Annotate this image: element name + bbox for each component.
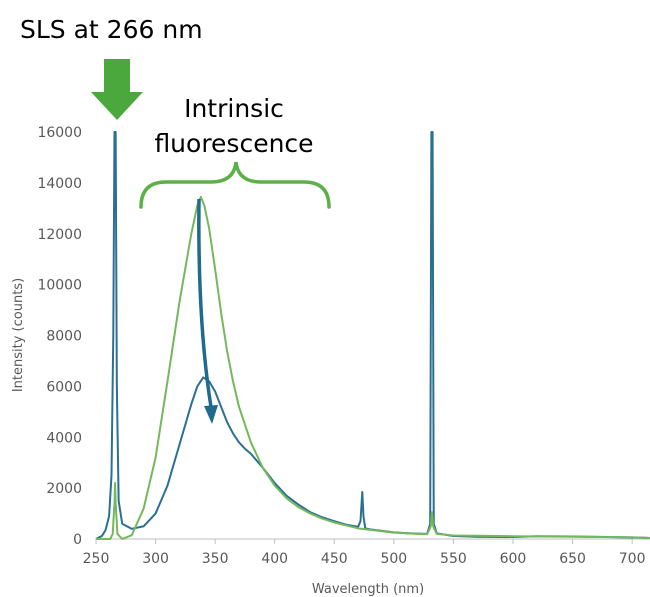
y-tick-label: 2000 (46, 481, 82, 497)
x-tick-label: 600 (500, 551, 527, 567)
x-tick-label: 300 (142, 551, 169, 567)
series-line-1 (95, 131, 650, 540)
intrinsic-annotation-line2: fluorescence (154, 129, 313, 158)
excitation-annotation: SLS at 266 nm (20, 15, 203, 44)
y-tick-label: 6000 (46, 379, 82, 395)
x-tick-label: 700 (619, 551, 646, 567)
x-tick-label: 400 (261, 551, 288, 567)
x-axis-label: Wavelength (nm) (312, 582, 424, 597)
series-line-2 (96, 195, 650, 540)
y-tick-label: 8000 (46, 329, 82, 345)
x-tick-label: 500 (380, 551, 407, 567)
intrinsic-annotation-line1: Intrinsic (184, 94, 284, 123)
x-tick-label: 550 (440, 551, 467, 567)
y-tick-label: 4000 (46, 430, 82, 446)
x-tick-label: 450 (321, 551, 348, 567)
excitation-arrow (91, 59, 143, 120)
decrease-arrow (197, 198, 213, 408)
intrinsic-bracket (139, 161, 331, 209)
chart-series (95, 131, 650, 540)
y-tick-label: 12000 (37, 227, 82, 243)
y-axis-label: Intensity (counts) (11, 278, 26, 392)
x-tick-label: 350 (202, 551, 229, 567)
y-tick-label: 14000 (37, 176, 82, 192)
x-tick-label: 250 (83, 551, 110, 567)
y-tick-label: 16000 (37, 125, 82, 141)
y-axis-ticks: 0 2000 4000 6000 8000 10000 12000 14000 16000 (37, 125, 82, 548)
x-axis-ticks: 250 300 350 400 450 500 550 600 650 700 (83, 539, 646, 567)
y-tick-label: 10000 (37, 278, 82, 294)
x-tick-label: 650 (559, 551, 586, 567)
decrease-arrowhead (204, 405, 218, 424)
y-tick-label: 0 (73, 532, 82, 548)
